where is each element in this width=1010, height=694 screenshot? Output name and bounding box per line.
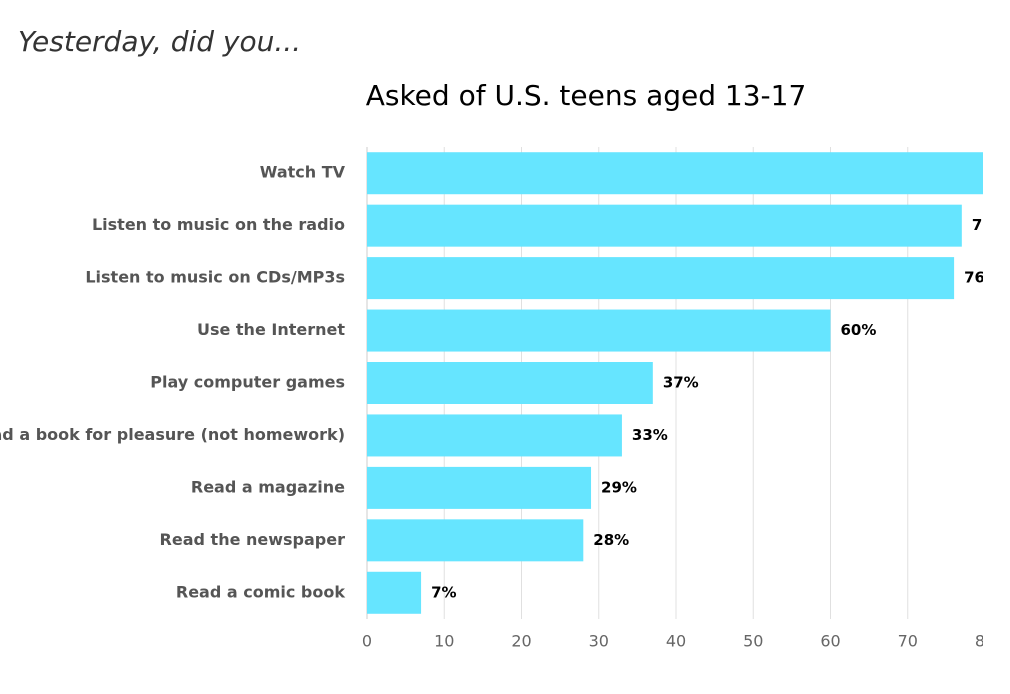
bar xyxy=(367,204,962,247)
plot-area: 0 10 20 30 40 50 60 70 80 Watch TV Listen to music… xyxy=(0,147,1008,651)
y-tick-label: Read a book for pleasure (not homework) xyxy=(0,425,345,444)
bar xyxy=(367,257,955,300)
data-label: 28% xyxy=(593,531,629,549)
y-tick-label: Use the Internet xyxy=(197,320,345,339)
y-tick-label: Listen to music on CDs/MP3s xyxy=(85,268,345,287)
x-tick-label: 10 xyxy=(434,632,454,651)
x-tick-label: 50 xyxy=(743,632,763,651)
x-tick-label: 70 xyxy=(898,632,918,651)
data-label: 37% xyxy=(663,374,699,392)
y-tick-label: Read the newspaper xyxy=(160,530,346,549)
data-label: 7% xyxy=(431,583,456,601)
data-label: 33% xyxy=(632,426,668,444)
x-tick-label: 20 xyxy=(511,632,531,651)
y-tick-label: Play computer games xyxy=(150,373,345,392)
data-label: 77% xyxy=(972,216,1008,234)
bar xyxy=(367,519,584,562)
y-tick-label: Read a comic book xyxy=(176,582,345,601)
x-tick-label: 0 xyxy=(362,632,372,651)
x-tick-label: 80 xyxy=(975,632,995,651)
x-tick-label: 30 xyxy=(589,632,609,651)
bar xyxy=(367,466,592,509)
bar xyxy=(367,152,983,195)
y-tick-label: Listen to music on the radio xyxy=(92,215,345,234)
chart-title: Asked of U.S. teens aged 13-17 xyxy=(366,79,807,112)
bar xyxy=(367,309,831,352)
data-label: 76% xyxy=(964,269,1000,287)
x-tick-label: 60 xyxy=(820,632,840,651)
y-tick-label: Read a magazine xyxy=(191,477,345,496)
x-tick-label: 40 xyxy=(666,632,686,651)
page-title: Yesterday, did you... xyxy=(18,25,301,58)
data-label: 60% xyxy=(841,321,877,339)
y-tick-label: Watch TV xyxy=(260,163,346,182)
bar xyxy=(367,414,622,457)
data-label: 29% xyxy=(601,478,637,496)
bar xyxy=(367,362,653,404)
bar xyxy=(367,571,422,614)
